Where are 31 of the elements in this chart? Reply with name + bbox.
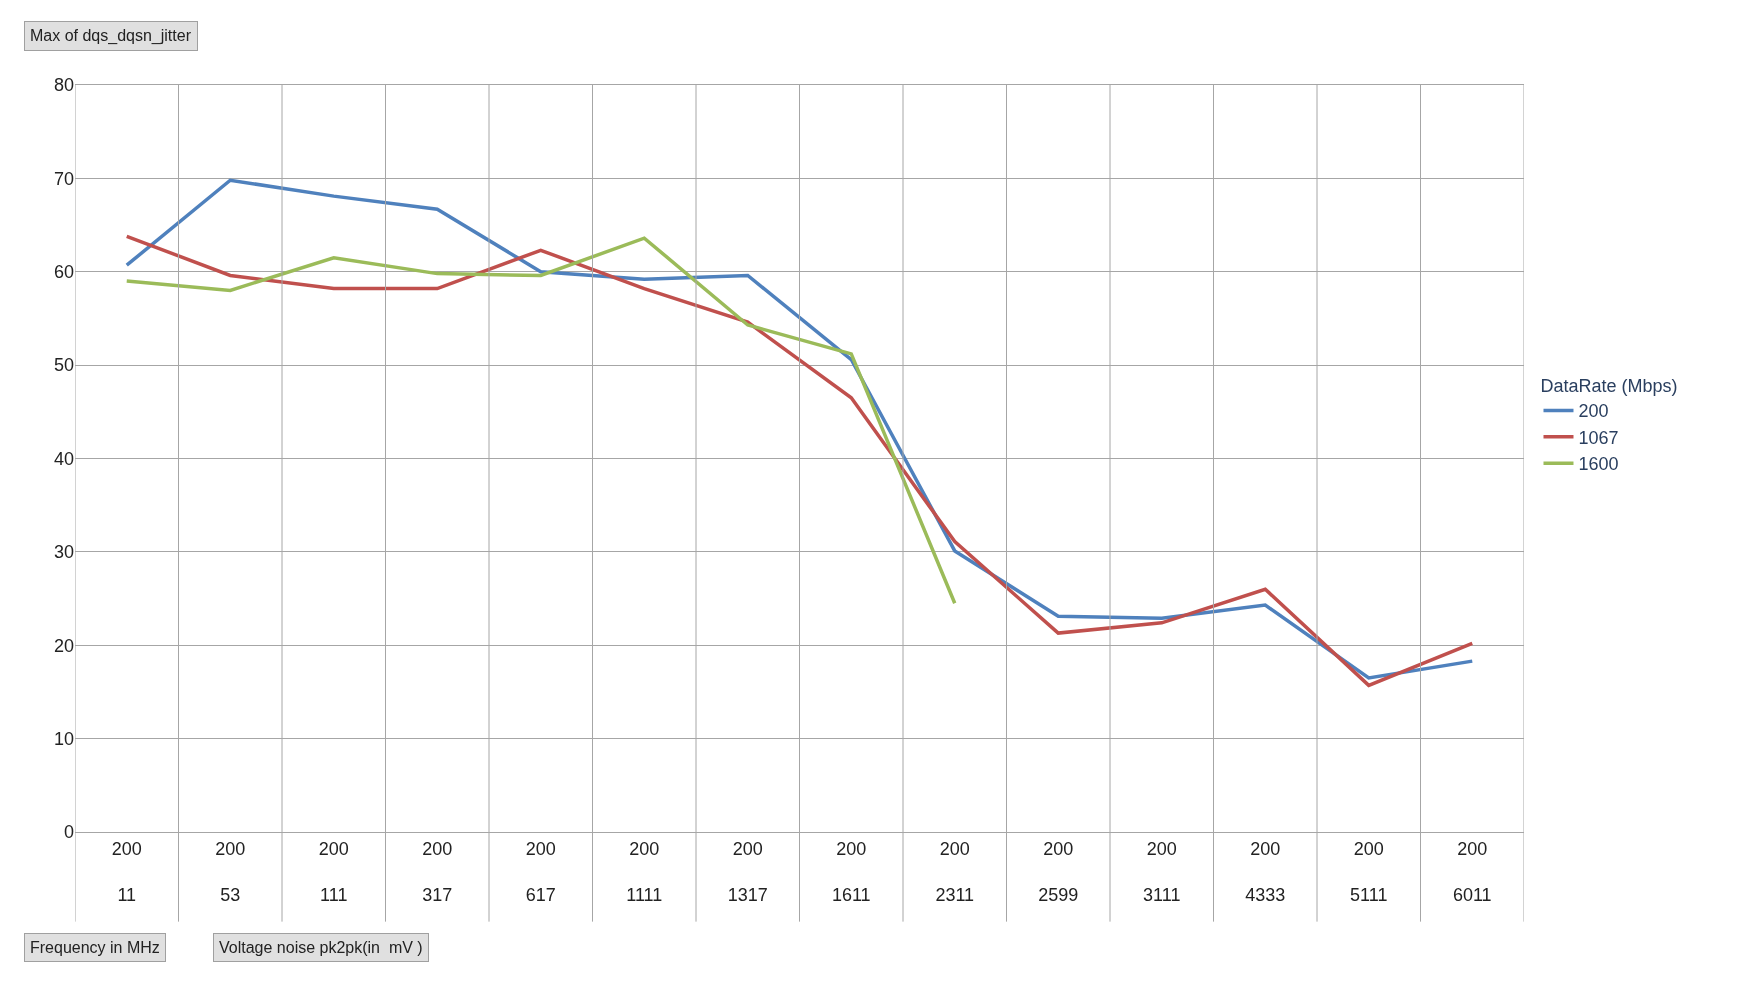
category-label: 200 5111 [1350, 838, 1388, 906]
y-tick-label: 60 [53, 262, 74, 283]
legend-label: 1067 [1578, 427, 1619, 448]
category-label: 200 317 [422, 838, 453, 906]
category-label: 200 11 [111, 838, 142, 906]
category-label: 200 53 [215, 838, 246, 906]
category-label: 200 6011 [1452, 838, 1492, 906]
line-series [125, 236, 957, 605]
text: Voltage noise pk2pk(in mV ) [219, 939, 423, 956]
category-label: 200 111 [318, 838, 349, 906]
legend-label: 1600 [1578, 454, 1619, 475]
category-label: 200 1611 [831, 838, 871, 906]
y-tick-label: 20 [53, 635, 74, 656]
y-tick-label: 30 [53, 542, 74, 563]
y-tick-label: 80 [53, 75, 74, 96]
category-label: 200 3111 [1143, 838, 1181, 906]
category-label: 200 2599 [1038, 838, 1079, 906]
y-tick-label: 10 [53, 728, 74, 749]
category-label: 200 1317 [727, 838, 768, 906]
category-label: 200 617 [525, 838, 556, 906]
category-label: 200 4333 [1245, 838, 1286, 906]
y-tick-label: 50 [53, 355, 74, 376]
category-label: 200 2311 [935, 838, 975, 906]
text: Frequency in MHz [30, 939, 160, 956]
legend-title: DataRate (Mbps) [1540, 376, 1678, 397]
legend-label: 200 [1578, 401, 1609, 422]
chart-title: Max of dqs_dqsn_jitter [30, 27, 192, 45]
y-tick-label: 70 [53, 168, 74, 189]
y-tick-label: 40 [53, 448, 74, 469]
category-label: 200 1111 [626, 838, 663, 906]
y-tick-label: 0 [63, 822, 74, 843]
